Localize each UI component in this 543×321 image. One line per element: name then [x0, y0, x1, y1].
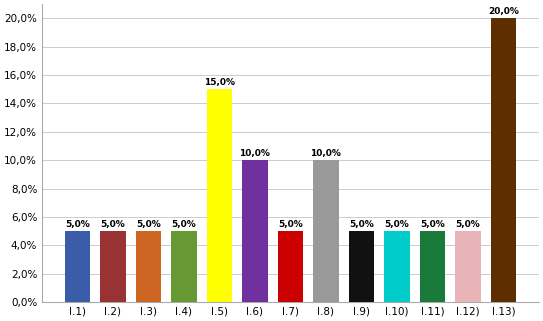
Bar — [384, 231, 410, 302]
Bar — [455, 231, 481, 302]
Text: 5,0%: 5,0% — [136, 220, 161, 229]
Text: 5,0%: 5,0% — [420, 220, 445, 229]
Text: 5,0%: 5,0% — [278, 220, 303, 229]
Bar — [491, 18, 516, 302]
Text: 5,0%: 5,0% — [65, 220, 90, 229]
Bar — [207, 89, 232, 302]
Text: 20,0%: 20,0% — [488, 7, 519, 16]
Bar — [420, 231, 445, 302]
Text: 10,0%: 10,0% — [239, 149, 270, 158]
Text: 10,0%: 10,0% — [311, 149, 342, 158]
Text: 15,0%: 15,0% — [204, 78, 235, 87]
Text: 5,0%: 5,0% — [172, 220, 196, 229]
Text: 5,0%: 5,0% — [384, 220, 409, 229]
Bar — [171, 231, 197, 302]
Text: 5,0%: 5,0% — [349, 220, 374, 229]
Bar — [313, 160, 339, 302]
Bar — [136, 231, 161, 302]
Bar — [242, 160, 268, 302]
Bar — [100, 231, 125, 302]
Bar — [65, 231, 90, 302]
Bar — [277, 231, 303, 302]
Bar — [349, 231, 374, 302]
Text: 5,0%: 5,0% — [456, 220, 481, 229]
Text: 5,0%: 5,0% — [100, 220, 125, 229]
